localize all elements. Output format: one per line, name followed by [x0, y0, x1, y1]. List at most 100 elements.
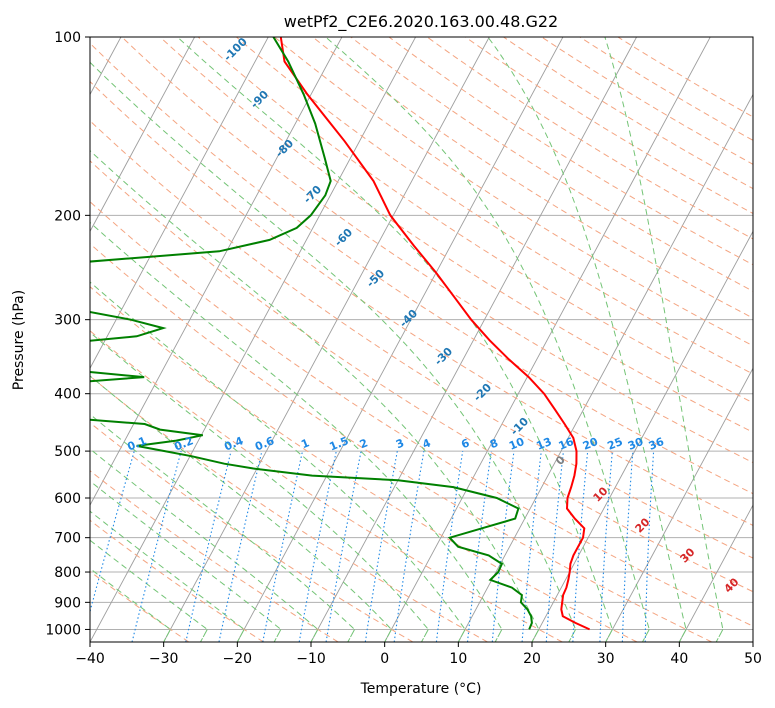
- dry-adiabat-line: [274, 37, 753, 347]
- dry-adiabat-line: [426, 37, 753, 240]
- mixing-ratio-label: 16: [557, 435, 576, 453]
- y-tick-label: 700: [54, 531, 81, 547]
- dry-adiabat-line: [90, 160, 753, 593]
- line-labels: 0.1 0.2 0.4 0.6 1 1.5 2 3 4 6 8 10 13 16 20 25 30 36-100-…: [125, 35, 741, 596]
- dry-adiabat-label: -20: [471, 381, 494, 404]
- x-axis-title: Temperature (°C): [360, 681, 482, 697]
- moist-adiabat-line: [90, 149, 540, 642]
- mixing-ratio-label: 3: [394, 436, 406, 451]
- mixing-ratio-label: 1: [299, 436, 311, 451]
- x-tick-label: −30: [149, 651, 179, 667]
- x-tick-label: 50: [744, 651, 762, 667]
- dry-adiabat-line: [90, 42, 753, 495]
- x-tick-label: −10: [296, 651, 326, 667]
- x-tick-label: 10: [449, 651, 467, 667]
- isotherm-line: [90, 37, 343, 507]
- y-tick-label: 600: [54, 491, 81, 507]
- y-tick-label: 200: [54, 208, 81, 224]
- dry-adiabat-line: [312, 37, 753, 319]
- y-tick-label: 800: [54, 565, 81, 581]
- dry-adiabat-label: -30: [432, 345, 455, 368]
- y-tick-label: 300: [54, 313, 81, 329]
- moist-adiabat-line: [325, 37, 650, 642]
- isotherm-line: [236, 37, 564, 642]
- isotherm-line: [90, 37, 196, 233]
- moist-adiabat-line: [90, 567, 172, 642]
- mixing-ratio-line: [466, 451, 492, 642]
- temperature-line: [279, 37, 591, 631]
- x-tick-label: 0: [380, 651, 389, 667]
- mixing-ratio-line: [621, 451, 634, 642]
- dry-adiabat-line: [465, 37, 753, 215]
- dry-adiabat-line: [90, 470, 339, 642]
- moist-adiabat-line: [90, 510, 245, 642]
- mixing-ratio-line: [393, 451, 425, 642]
- chart-title: wetPf2_C2E6.2020.163.00.48.G22: [284, 12, 558, 32]
- isotherm-line: [605, 367, 753, 642]
- dry-adiabat-label: -10: [508, 415, 531, 438]
- x-tick-label: −20: [223, 651, 253, 667]
- dry-adiabat-line: [90, 201, 753, 627]
- dry-adiabat-label: -50: [364, 267, 387, 290]
- mixing-ratio-line: [90, 450, 135, 614]
- mixing-ratio-label: 30: [626, 435, 645, 453]
- x-tick-label: −40: [75, 651, 105, 667]
- mixing-ratio-label: 13: [534, 435, 553, 453]
- dry-adiabat-line: [617, 37, 753, 118]
- moist-adiabat-line: [604, 37, 724, 642]
- moist-adiabat-line: [90, 413, 356, 642]
- dry-adiabat-label: -40: [397, 307, 420, 330]
- isotherm-line: [678, 504, 753, 642]
- moist-adiabat-line: [90, 331, 429, 642]
- dry-adiabat-line: [197, 37, 753, 404]
- y-axis-title: Pressure (hPa): [11, 290, 27, 390]
- mixing-ratio-label: 36: [647, 435, 666, 453]
- mixing-ratio-line: [572, 451, 589, 642]
- mixing-ratio-line: [521, 451, 542, 642]
- moist-adiabat-line: [90, 539, 208, 642]
- mixing-ratio-line: [644, 451, 655, 642]
- mixing-ratio-label: 2: [358, 436, 370, 451]
- dry-adiabat-label: -60: [332, 226, 355, 249]
- moist-adiabat-line: [176, 37, 613, 642]
- y-tick-label: 400: [54, 387, 81, 403]
- axes: −40 −30 −20 −10 0 10 20 30 40 50 100 200 300 400 500 60…: [45, 30, 762, 667]
- dry-adiabat-label: -90: [248, 88, 271, 111]
- mixing-ratio-line: [131, 450, 182, 642]
- moist-adiabat-line: [90, 61, 577, 642]
- isotherm-line: [531, 230, 753, 642]
- dry-adiabat-label: -100: [221, 35, 250, 64]
- y-tick-label: 1000: [45, 622, 81, 638]
- dry-adiabat-line: [90, 375, 488, 642]
- mixing-ratio-label: 4: [421, 436, 433, 451]
- y-tick-label: 900: [54, 595, 81, 611]
- y-tick-label: 100: [54, 30, 81, 46]
- isotherm-line: [384, 37, 711, 642]
- mixing-ratio-label: 25: [606, 435, 625, 453]
- dry-adiabat-line: [503, 37, 753, 190]
- mixing-ratio-line: [185, 450, 232, 642]
- data-lines: [90, 37, 591, 631]
- dry-adiabat-line: [90, 286, 638, 642]
- dry-adiabat-label: -80: [273, 137, 296, 160]
- mixing-ratio-line: [325, 450, 362, 642]
- plot-frame: [89, 36, 754, 643]
- dry-adiabat-line: [90, 120, 753, 559]
- dewpoint-line: [90, 37, 533, 630]
- mixing-ratio-label: 8: [488, 436, 500, 451]
- dry-adiabat-line: [388, 37, 753, 266]
- moist-adiabat-line: [90, 281, 466, 642]
- mixing-ratio-line: [262, 450, 304, 642]
- mixing-ratio-label: 10: [507, 435, 526, 453]
- mixing-ratio-line: [218, 450, 263, 642]
- x-tick-label: 30: [597, 651, 615, 667]
- dry-adiabat-line: [159, 37, 753, 433]
- mixing-ratio-line: [435, 451, 464, 642]
- moist-adiabat-line: [90, 221, 503, 642]
- moist-adiabat-line: [90, 448, 319, 642]
- dry-adiabat-line: [541, 37, 753, 165]
- moist-adiabat-line: [90, 480, 282, 642]
- mixing-ratio-line: [491, 451, 515, 642]
- isotherm-line: [90, 37, 269, 370]
- isotherm-line: [90, 37, 417, 642]
